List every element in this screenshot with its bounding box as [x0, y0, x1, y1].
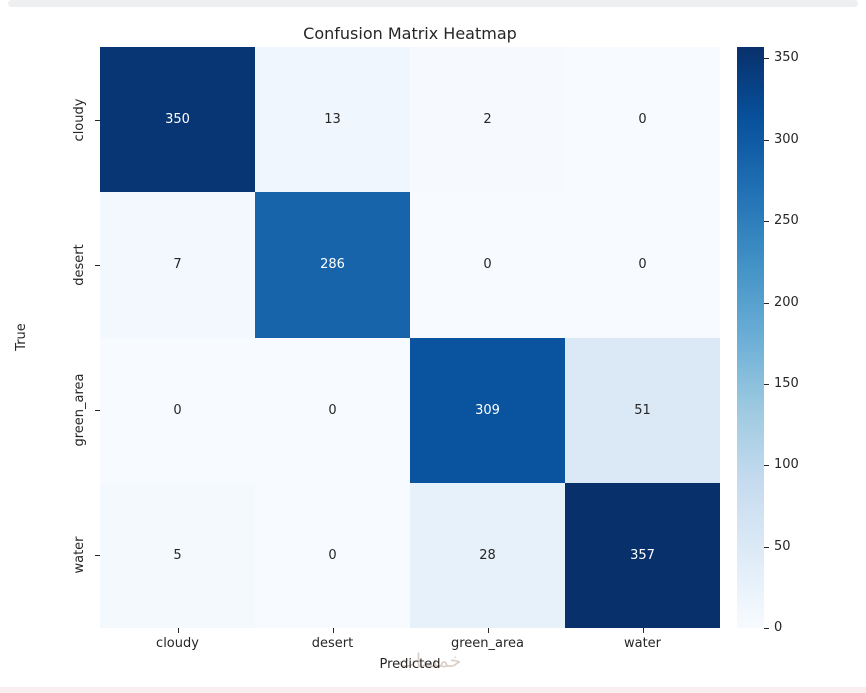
cell-value: 357 — [630, 547, 655, 563]
cell-value: 0 — [483, 257, 492, 273]
y-tick-label: water — [72, 536, 87, 574]
cell-value: 0 — [328, 402, 337, 418]
y-tick-label: green_area — [72, 373, 87, 447]
y-tick-mark — [95, 119, 100, 121]
cell-value: 0 — [328, 547, 337, 563]
x-tick-mark — [177, 628, 179, 633]
bottom-bar — [0, 687, 866, 693]
heatmap-cell: 13 — [255, 47, 410, 193]
heatmap-cell: 28 — [410, 482, 565, 628]
cell-value: 2 — [483, 112, 492, 128]
heatmap-cell: 0 — [410, 192, 565, 338]
colorbar-tick-label: 0 — [774, 620, 783, 635]
heatmap-cell: 5 — [100, 482, 255, 628]
x-tick-label: green_area — [450, 636, 525, 651]
colorbar-tick-label: 100 — [774, 457, 799, 473]
x-tick-label: desert — [311, 636, 354, 651]
cell-value: 28 — [479, 547, 496, 563]
x-tick-label: cloudy — [156, 636, 199, 651]
heatmap-cell: 7 — [100, 192, 255, 338]
colorbar-tick-label: 250 — [774, 213, 799, 229]
cell-value: 51 — [634, 402, 651, 418]
y-tick-mark — [95, 555, 100, 557]
colorbar-tick-mark — [764, 628, 769, 629]
colorbar-tick-mark — [764, 546, 769, 548]
x-tick-mark — [332, 628, 334, 633]
heatmap-cell: 350 — [100, 47, 255, 193]
x-tick-label: water — [623, 636, 662, 651]
colorbar-tick-mark — [764, 302, 769, 304]
colorbar-tick-label: 150 — [774, 375, 799, 391]
colorbar-tick-mark — [764, 383, 769, 385]
heatmap-cell: 0 — [100, 337, 255, 483]
y-tick-mark — [95, 264, 100, 266]
x-axis-label: Predicted — [379, 657, 441, 672]
heatmap-cell: 286 — [255, 192, 410, 338]
heatmap-grid: 350 13 2 0 7 286 0 0 0 0 309 51 5 0 28 357 — [100, 47, 720, 628]
y-tick-mark — [95, 410, 100, 412]
cell-value: 5 — [173, 547, 182, 563]
heatmap-cell: 51 — [565, 337, 720, 483]
colorbar-tick-mark — [764, 139, 769, 141]
cell-value: 309 — [475, 402, 500, 418]
colorbar-tick-label: 350 — [774, 50, 799, 66]
y-axis-label: True — [14, 323, 29, 351]
x-tick-mark — [642, 628, 644, 633]
heatmap-cell: 0 — [255, 337, 410, 483]
heatmap-cell: 0 — [565, 47, 720, 193]
cell-value: 0 — [173, 402, 182, 418]
heatmap-cell: 357 — [565, 482, 720, 628]
x-tick-mark — [487, 628, 489, 633]
colorbar-tick-mark — [764, 465, 769, 467]
colorbar-tick-label: 50 — [774, 538, 791, 554]
heatmap-cell: 0 — [255, 482, 410, 628]
cell-value: 0 — [638, 257, 647, 273]
colorbar-tick-mark — [764, 58, 769, 60]
colorbar-tick-mark — [764, 221, 769, 223]
heatmap-cell: 2 — [410, 47, 565, 193]
cell-value: 286 — [320, 257, 345, 273]
cell-value: 13 — [324, 112, 341, 128]
colorbar-tick-label: 300 — [774, 131, 799, 147]
top-bar — [8, 0, 858, 7]
colorbar-tick-label: 200 — [774, 294, 799, 310]
heatmap-cell: 309 — [410, 337, 565, 483]
watermark-text: خمسات — [398, 650, 462, 672]
y-tick-label: desert — [72, 244, 87, 286]
cell-value: 7 — [173, 257, 182, 273]
cell-value: 0 — [638, 112, 647, 128]
chart-title: Confusion Matrix Heatmap — [303, 24, 517, 43]
heatmap-cell: 0 — [565, 192, 720, 338]
colorbar — [737, 47, 764, 628]
cell-value: 350 — [165, 112, 190, 128]
y-tick-label: cloudy — [72, 98, 87, 142]
